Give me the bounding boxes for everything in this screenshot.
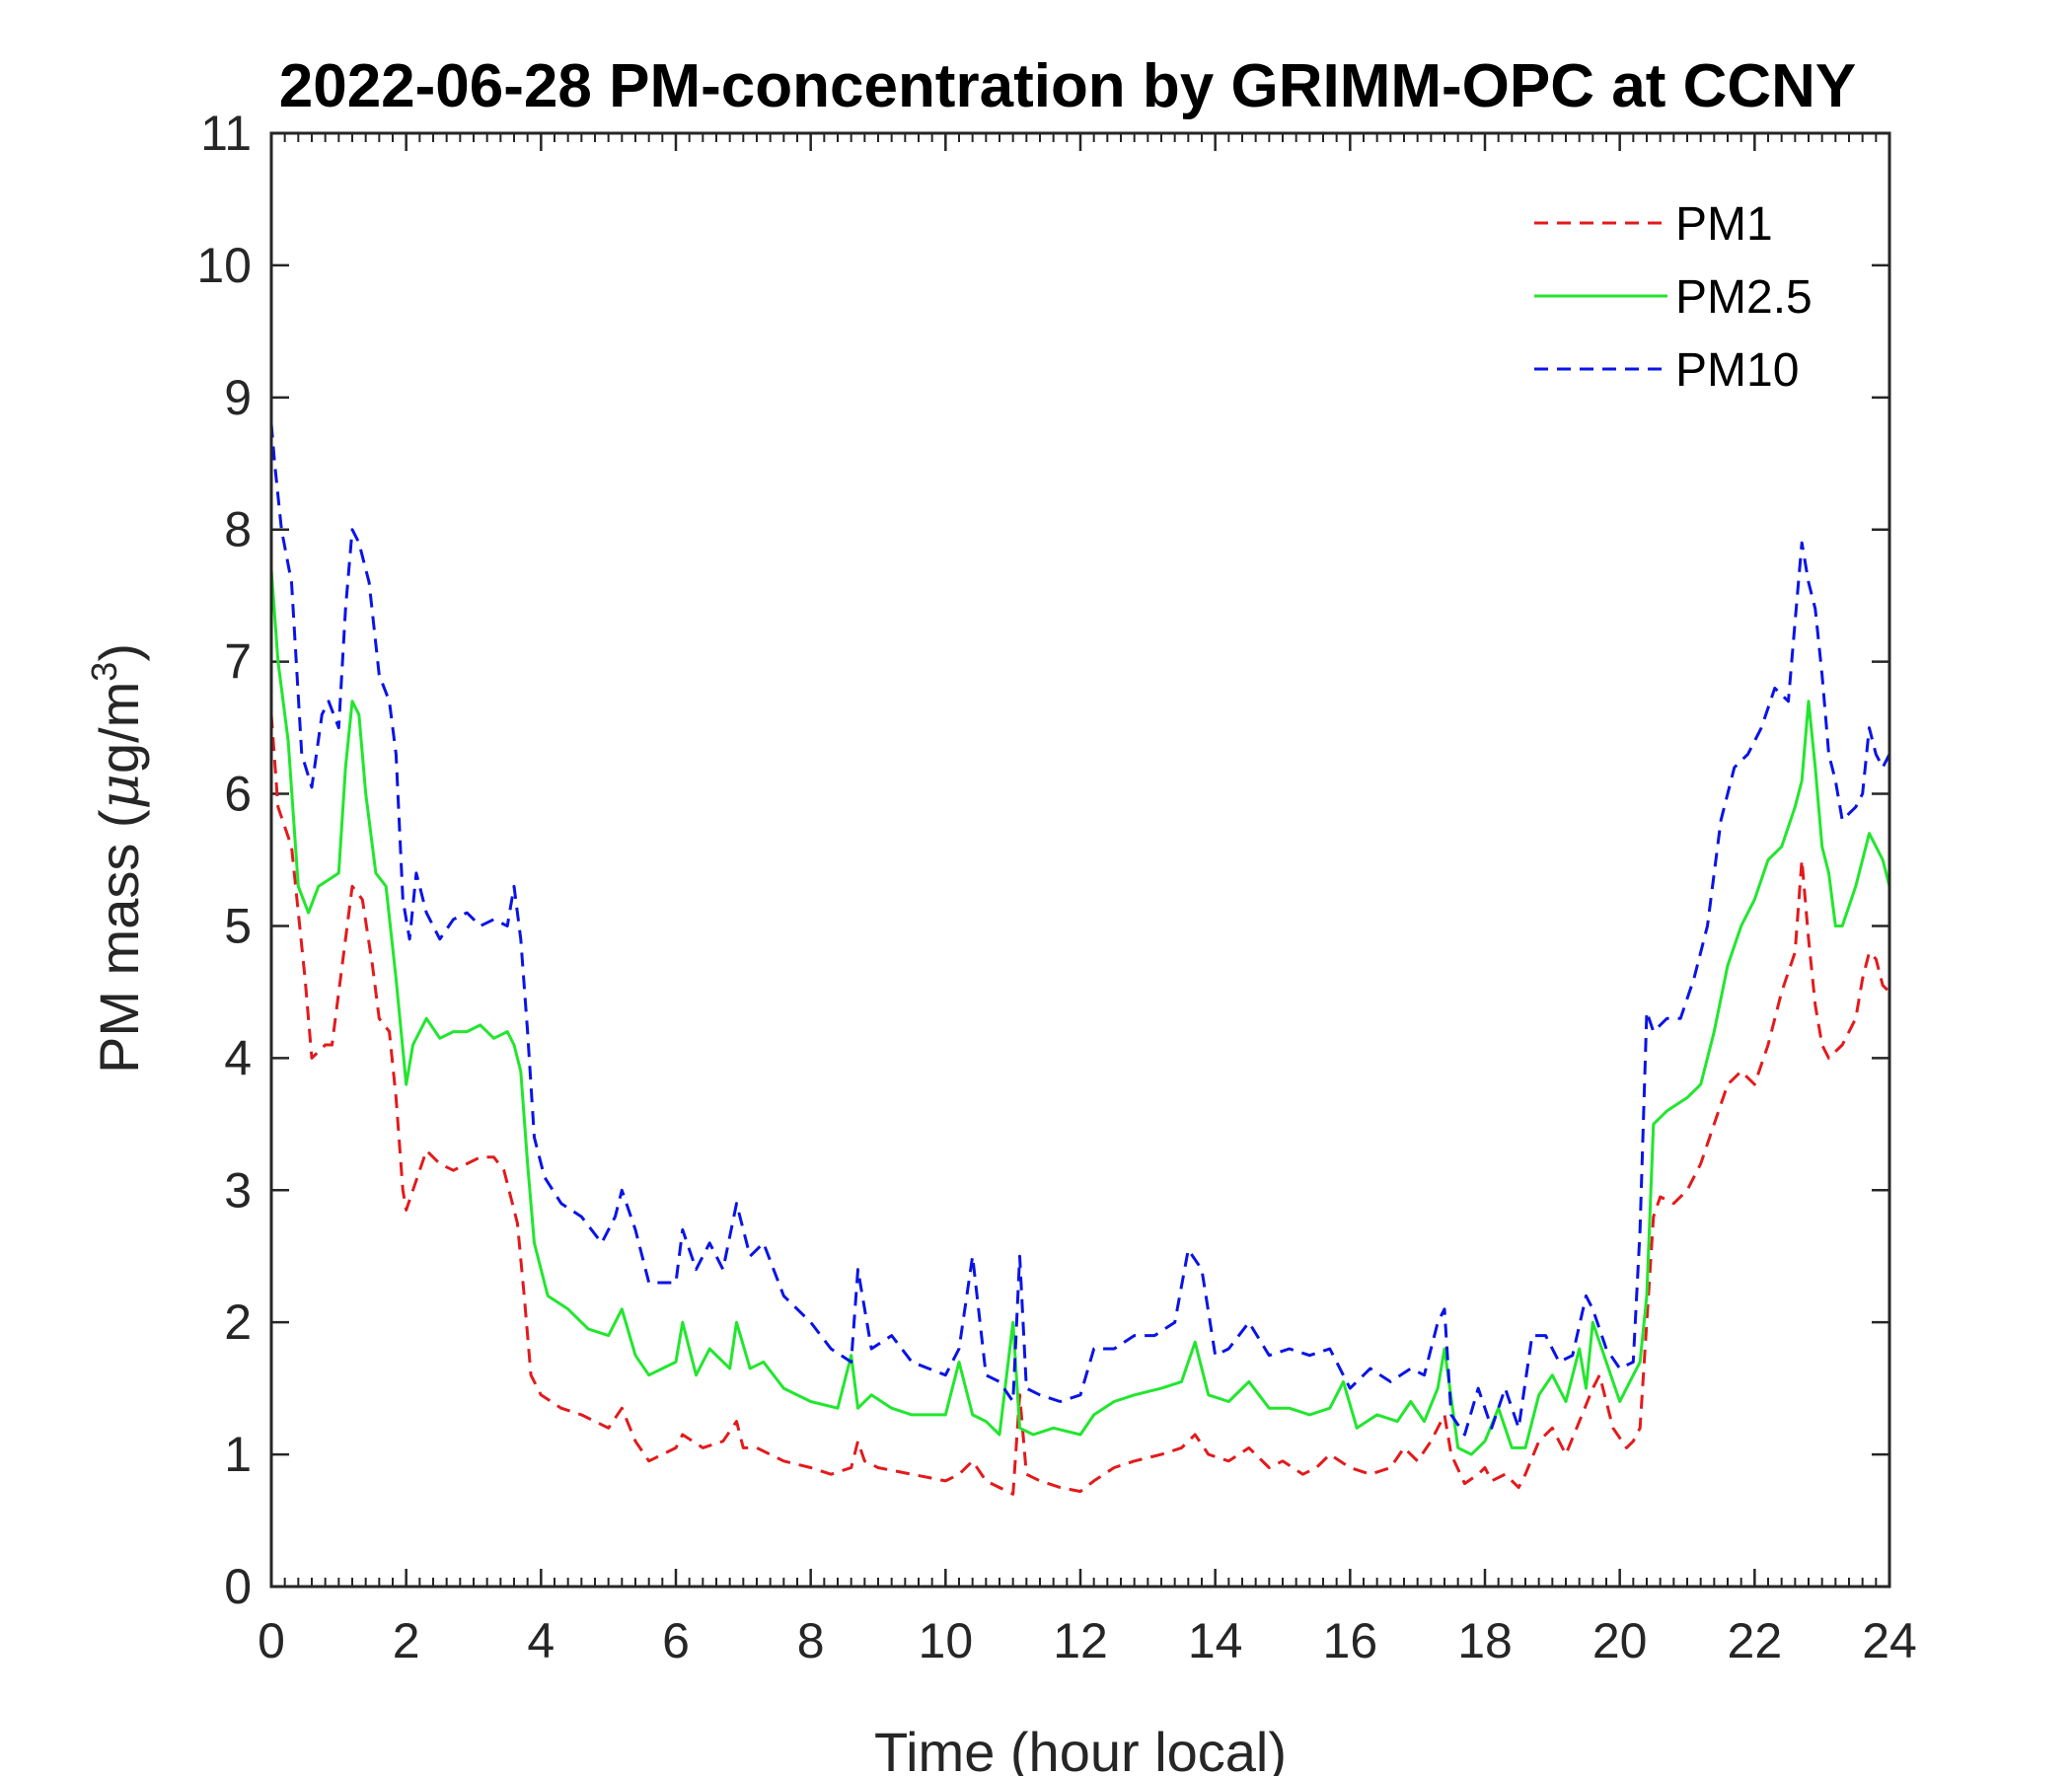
y-tick-label: 5: [224, 898, 252, 953]
y-tick-label: 2: [224, 1295, 252, 1350]
series-line-pm2-5: [269, 568, 1891, 1456]
y-tick-label: 7: [224, 634, 252, 690]
y-tick-label: 8: [224, 502, 252, 557]
y-tick-label: 9: [224, 370, 252, 425]
legend-label: PM2.5: [1675, 271, 1813, 324]
y-axis-title-sup: 3: [84, 662, 124, 682]
chart-title: 2022-06-28 PM-concentration by GRIMM-OPC…: [279, 52, 1857, 120]
x-tick-label: 10: [919, 1613, 974, 1668]
y-tick-label: 1: [224, 1427, 252, 1482]
x-tick-label: 18: [1457, 1613, 1513, 1668]
series-layer: [269, 423, 1891, 1496]
legend-label: PM1: [1675, 198, 1773, 251]
x-tick-label: 22: [1728, 1613, 1783, 1668]
plot-frame: [269, 131, 1891, 1589]
legend-label: PM10: [1675, 344, 1799, 397]
series-line-pm10: [269, 423, 1891, 1437]
x-tick-label: 12: [1053, 1613, 1108, 1668]
x-tick-label: 0: [258, 1613, 285, 1668]
x-tick-label: 4: [527, 1613, 555, 1668]
x-tick-label: 24: [1862, 1613, 1917, 1668]
x-tick-label: 20: [1592, 1613, 1648, 1668]
y-tick-label: 10: [196, 238, 252, 293]
y-axis-title-close: ): [88, 643, 150, 662]
y-tick-label: 4: [224, 1030, 252, 1085]
y-axis-title-mu: μ: [88, 774, 152, 809]
x-tick-label: 16: [1323, 1613, 1378, 1668]
x-tick-label: 2: [393, 1613, 420, 1668]
legend: PM1 PM2.5 PM10: [1534, 198, 1813, 397]
x-tick-label: 8: [797, 1613, 825, 1668]
x-tick-label: 14: [1188, 1613, 1243, 1668]
y-tick-label: 3: [224, 1162, 252, 1218]
y-tick-label: 6: [224, 767, 252, 822]
y-axis-title-unit: g/m: [88, 682, 150, 774]
x-tick-label: 6: [662, 1613, 690, 1668]
series-line-pm1: [269, 714, 1891, 1496]
y-tick-label: 0: [224, 1559, 252, 1614]
y-axis-title: PM mass (μg/m3): [84, 643, 152, 1073]
y-tick-label: 11: [200, 106, 252, 161]
x-axis-title: Time (hour local): [874, 1721, 1287, 1776]
y-axis-title-main: PM mass (: [88, 809, 150, 1073]
